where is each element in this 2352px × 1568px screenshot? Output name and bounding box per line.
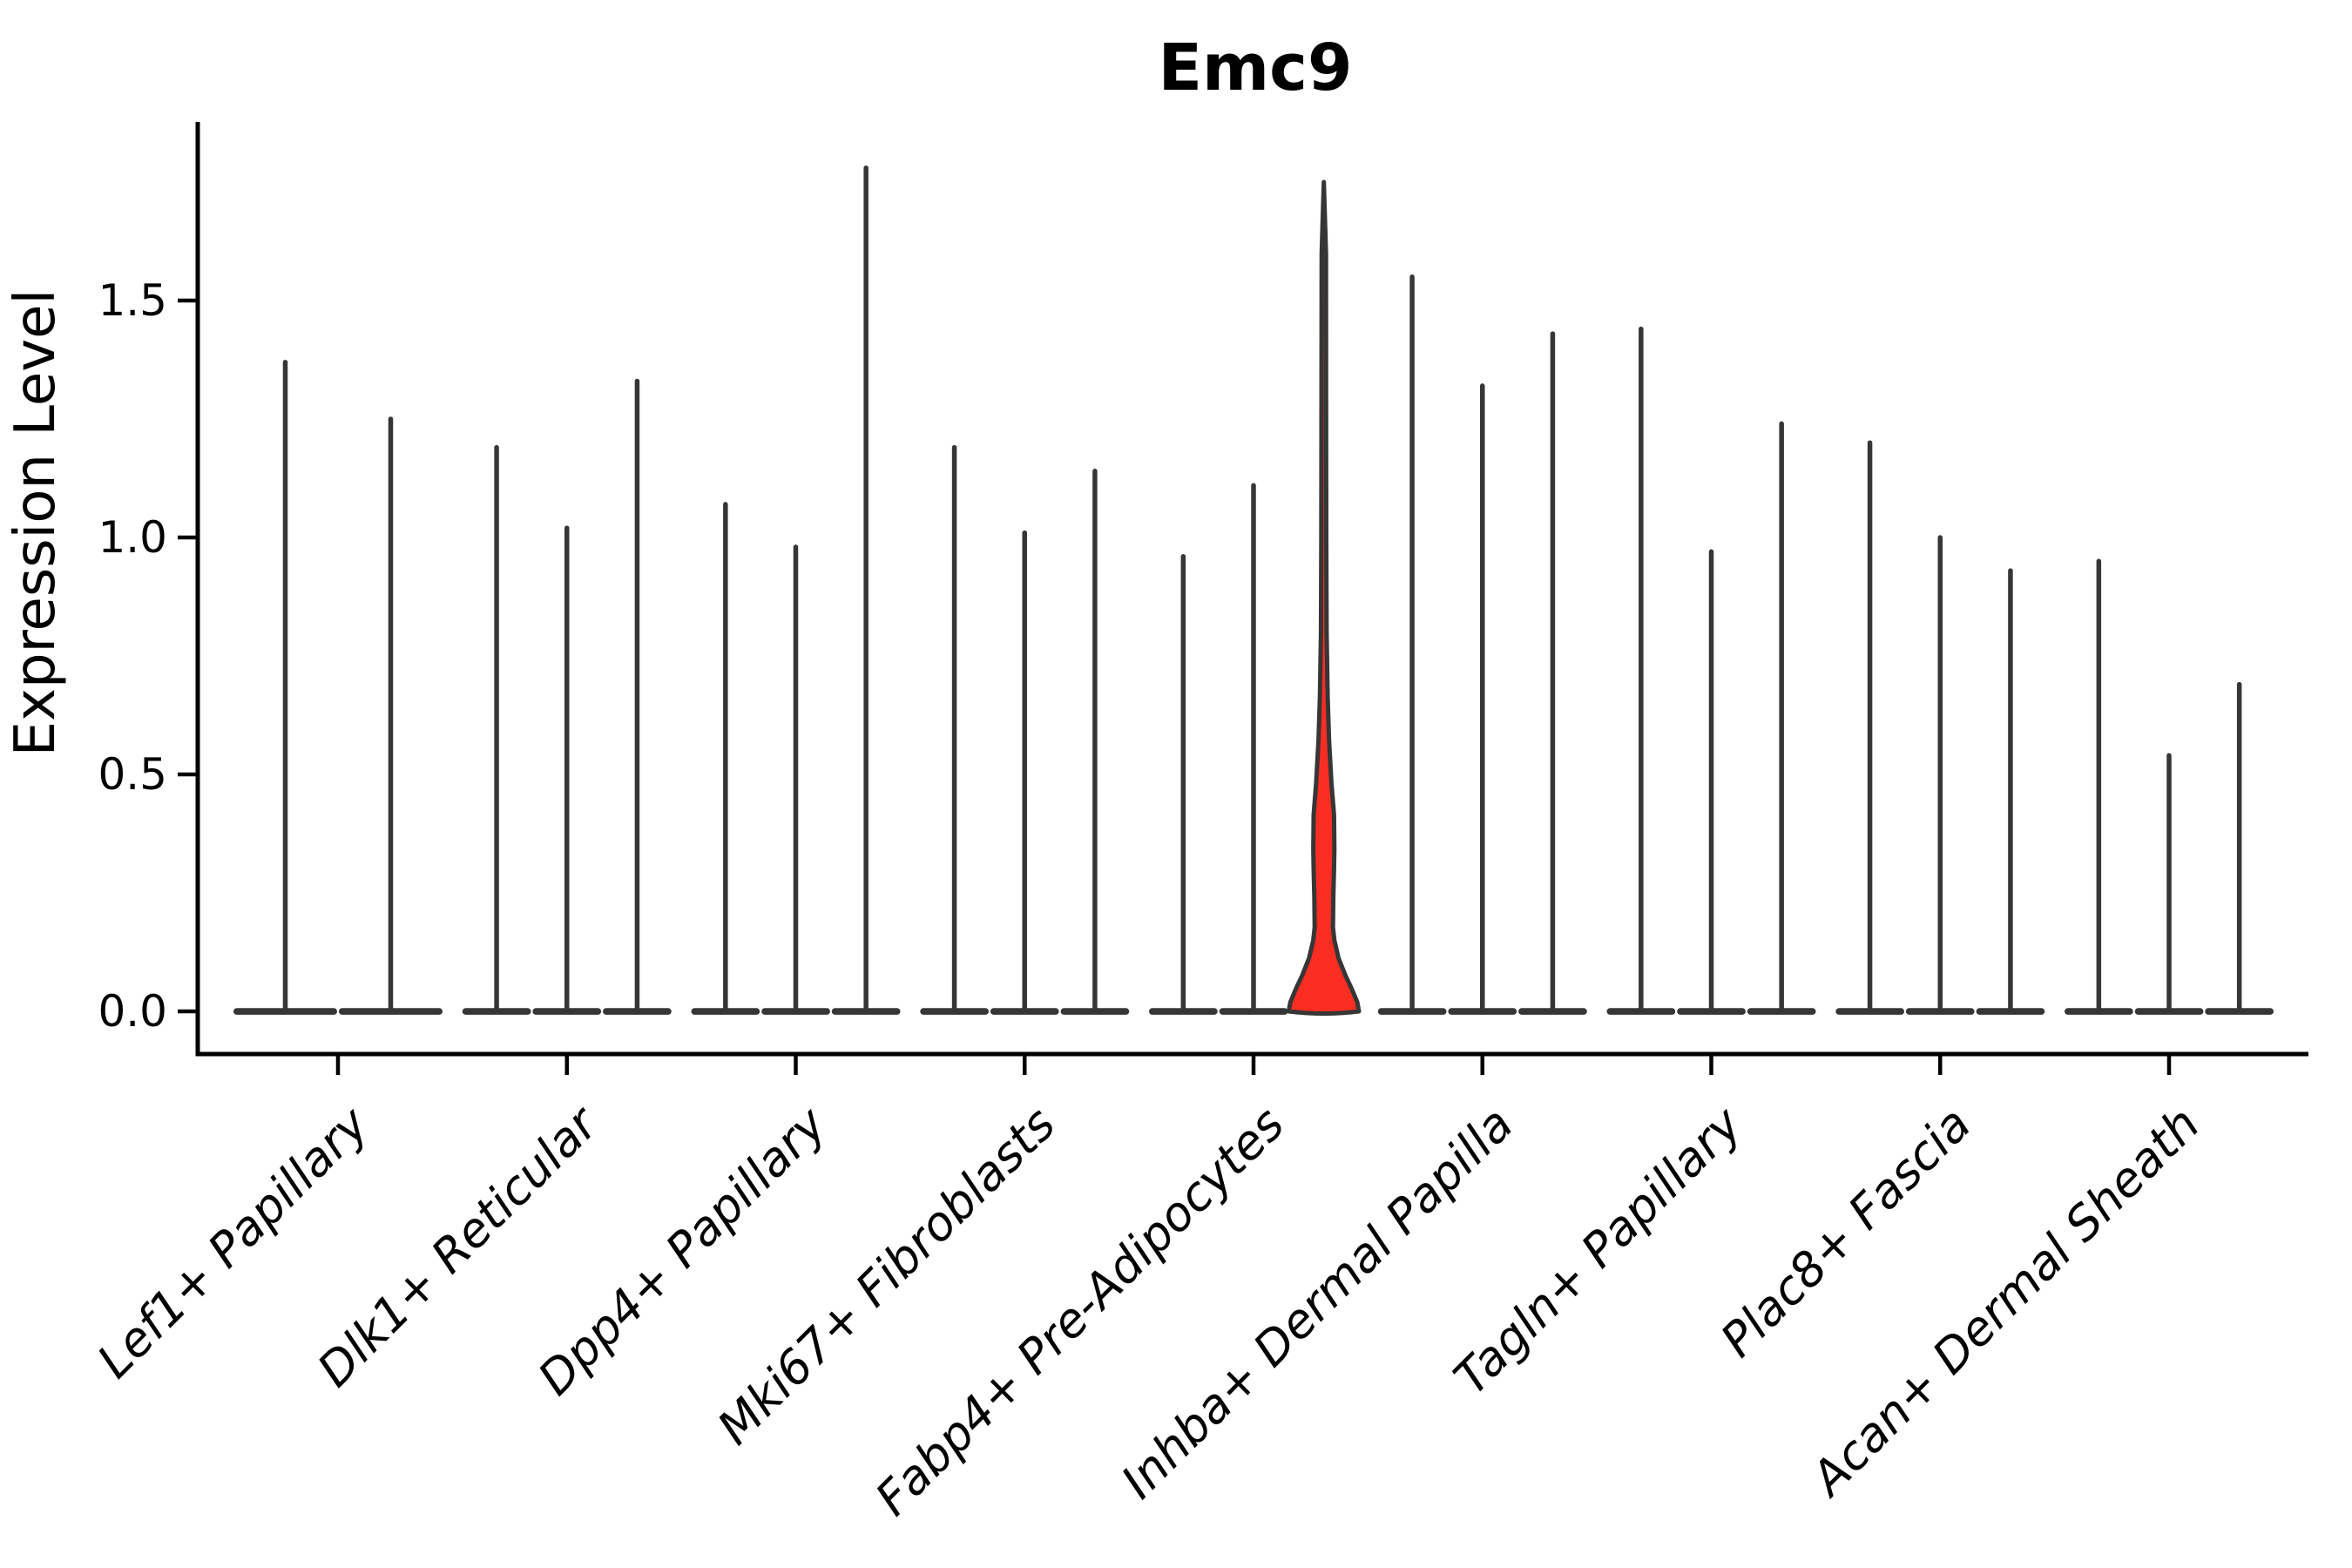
y-tick-labels: 0.0 0.5 1.0 1.5: [98, 275, 167, 1037]
chart-title: Emc9: [1158, 30, 1352, 105]
x-tick-label: Inhba+ Dermal Papilla: [1111, 1097, 1524, 1510]
x-tick-marks: [335, 1056, 2172, 1075]
violin-highlighted: [1286, 179, 1362, 1016]
x-tick-labels: Lef1+ Papillary Dlk1+ Reticular Dpp4+ Pa…: [87, 1095, 2210, 1526]
y-tick-label: 0.0: [98, 986, 167, 1037]
y-tick-label: 1.0: [98, 512, 167, 563]
x-tick-label: Fabp4+ Pre-Adipocytes: [865, 1097, 1294, 1526]
y-axis-label: Expression Level: [3, 289, 68, 757]
y-tick-label: 0.5: [98, 749, 167, 800]
y-tick-marks: [178, 298, 197, 1014]
x-tick-label: Acan+ Dermal Sheath: [1799, 1097, 2210, 1508]
y-tick-label: 1.5: [98, 275, 167, 326]
violins-layer: [233, 165, 2274, 1016]
